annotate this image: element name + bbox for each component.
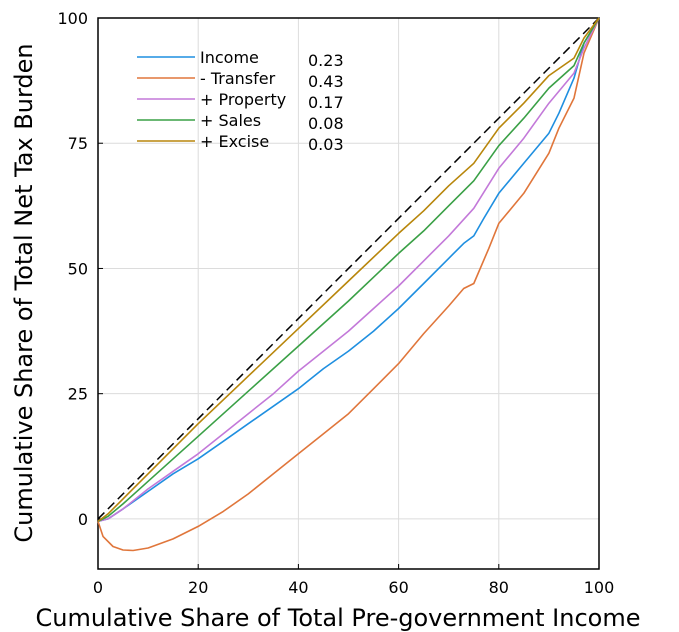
legend: Income 0.23 - Transfer 0.43 + Property 0.17 + … bbox=[137, 48, 344, 154]
legend-value: 0.08 bbox=[308, 114, 344, 133]
series-line-property bbox=[97, 17, 600, 523]
legend-value: 0.23 bbox=[308, 51, 344, 70]
legend-value: 0.43 bbox=[308, 72, 344, 91]
x-axis-label: Cumulative Share of Total Pre-government… bbox=[35, 604, 640, 632]
plot-frame bbox=[97, 17, 600, 570]
y-tick-label: 0 bbox=[78, 510, 88, 529]
equality-reference-line bbox=[97, 17, 600, 520]
series-line-income bbox=[97, 17, 600, 523]
x-tick-label: 60 bbox=[388, 578, 408, 597]
legend-label: - Transfer bbox=[200, 69, 276, 88]
y-tick-label: 50 bbox=[68, 259, 88, 278]
legend-value: 0.03 bbox=[308, 135, 344, 154]
x-axis-ticks: 0 20 40 60 80 100 bbox=[93, 564, 614, 597]
x-tick-label: 100 bbox=[584, 578, 615, 597]
legend-label: Income bbox=[200, 48, 259, 67]
legend-label: + Sales bbox=[200, 111, 261, 130]
y-tick-label: 100 bbox=[57, 9, 88, 28]
y-tick-label: 75 bbox=[68, 134, 88, 153]
legend-value: 0.17 bbox=[308, 93, 344, 112]
x-tick-label: 80 bbox=[489, 578, 509, 597]
x-tick-label: 20 bbox=[188, 578, 208, 597]
legend-label: + Property bbox=[200, 90, 286, 109]
series-line-transfer bbox=[97, 17, 600, 552]
series-lines bbox=[97, 17, 600, 552]
y-axis-label: Cumulative Share of Total Net Tax Burden bbox=[10, 43, 38, 542]
y-tick-label: 25 bbox=[68, 385, 88, 404]
y-axis-ticks: 0 25 50 75 100 bbox=[57, 9, 103, 529]
grid-lines bbox=[97, 17, 600, 569]
x-tick-label: 40 bbox=[288, 578, 308, 597]
legend-label: + Excise bbox=[200, 132, 269, 151]
series-line-excise bbox=[97, 17, 600, 523]
series-line-sales bbox=[97, 17, 600, 523]
x-tick-label: 0 bbox=[93, 578, 103, 597]
